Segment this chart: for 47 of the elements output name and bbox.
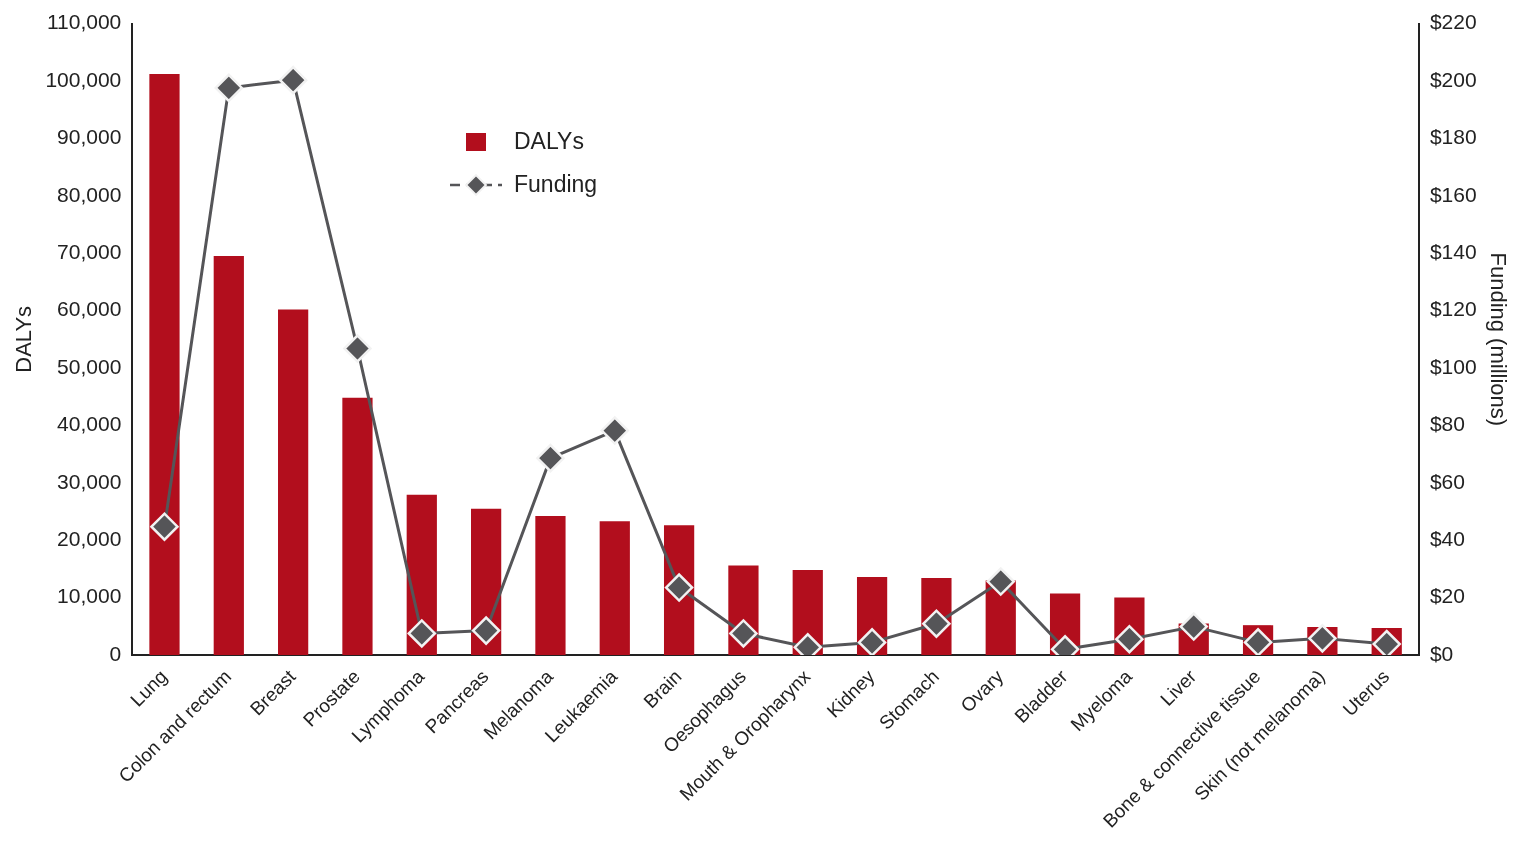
y-tick-label: 60,000 <box>57 297 122 321</box>
point <box>278 65 308 95</box>
point <box>1179 612 1208 641</box>
y-tick-label: 90,000 <box>57 125 122 149</box>
y2-axis-title: Funding (millions) <box>1485 252 1511 427</box>
bar <box>342 397 373 656</box>
y2-tick-label: $60 <box>1429 469 1465 493</box>
point <box>150 512 179 541</box>
y2-tick-label: $20 <box>1429 584 1465 608</box>
bar <box>599 521 630 656</box>
y2-tick-label: $100 <box>1429 354 1477 378</box>
legend-label: DALYs <box>514 128 584 155</box>
y2-tick-label: $180 <box>1429 125 1477 149</box>
y-tick-label: 100,000 <box>45 67 122 91</box>
y-tick-label: 70,000 <box>57 240 122 263</box>
y-tick-label: 110,000 <box>46 10 122 34</box>
point <box>343 334 372 363</box>
legend-label: Funding <box>514 171 598 198</box>
point <box>471 616 501 645</box>
y-tick-label: 30,000 <box>57 469 122 493</box>
y2-tick-label: $220 <box>1429 10 1477 34</box>
point <box>857 628 887 656</box>
y-tick-label: 20,000 <box>57 527 122 551</box>
bar <box>149 74 180 656</box>
bar <box>535 516 566 656</box>
y2-tick-label: $40 <box>1429 527 1465 551</box>
y-tick-label: 10,000 <box>57 584 122 608</box>
bar <box>213 256 244 656</box>
point <box>214 73 244 103</box>
y2-tick-label: $80 <box>1429 412 1465 436</box>
y2-tick-label: $160 <box>1429 182 1477 206</box>
point <box>986 567 1015 596</box>
y2-tick-label: $0 <box>1429 641 1454 665</box>
bar <box>278 309 309 656</box>
point <box>729 619 758 648</box>
y-tick-label: 40,000 <box>57 412 122 436</box>
y-tick-label: 80,000 <box>57 182 122 206</box>
y-axis-title: DALYs <box>11 305 37 373</box>
point <box>407 619 437 648</box>
y-tick-label: 0 <box>109 641 122 665</box>
point <box>600 416 630 445</box>
y2-tick-label: $120 <box>1429 297 1477 321</box>
point <box>664 573 694 602</box>
y2-tick-label: $140 <box>1429 240 1477 263</box>
point <box>536 443 565 473</box>
y2-tick-label: $200 <box>1429 67 1477 91</box>
y-tick-label: 50,000 <box>57 354 122 378</box>
